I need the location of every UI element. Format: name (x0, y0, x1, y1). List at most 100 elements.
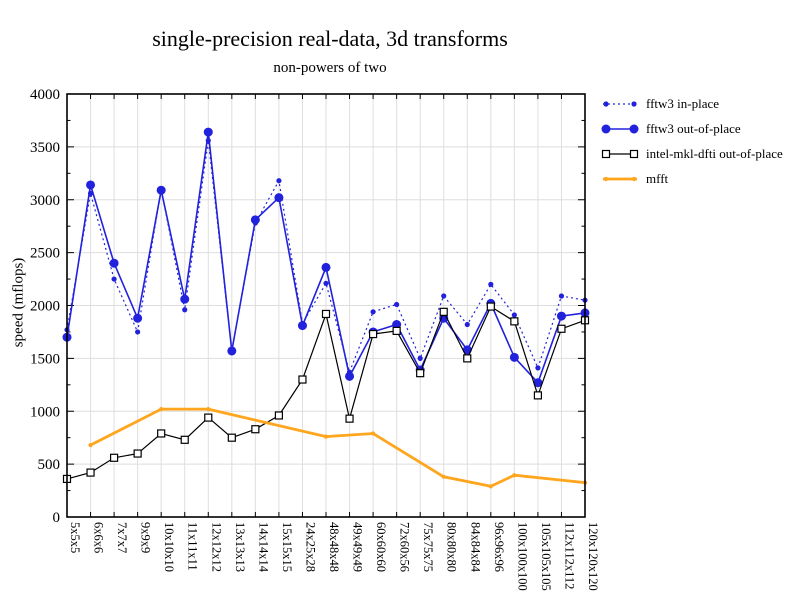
x-tick-label: 15x15x15 (280, 522, 294, 572)
data-point-square (416, 369, 425, 378)
data-point-square (321, 309, 331, 319)
y-tick-label: 1000 (30, 404, 60, 420)
x-tick-label: 84x84x84 (468, 522, 482, 573)
data-point-circle (533, 378, 543, 388)
data-point-circle (206, 407, 211, 412)
x-tick-label: 13x13x13 (233, 522, 247, 572)
data-point-circle (488, 484, 493, 489)
legend-label: mfft (646, 170, 669, 186)
data-point-circle (323, 280, 329, 286)
data-point-circle (88, 442, 93, 448)
data-point-circle (109, 258, 119, 268)
data-point-square (510, 317, 519, 326)
data-point-square (227, 433, 236, 442)
data-point-square (133, 449, 142, 458)
x-tick-label: 105x105x105 (539, 522, 553, 591)
x-tick-label: 75x75x75 (421, 522, 435, 572)
x-tick-label: 24x25x28 (303, 522, 317, 572)
data-point-square (533, 391, 543, 400)
legend-label: fftw3 in-place (646, 95, 720, 111)
legend-marker-icon (601, 124, 639, 133)
x-tick-label: 48x48x48 (327, 522, 341, 572)
x-tick-label: 10x10x10 (162, 522, 176, 572)
data-point-circle (417, 355, 423, 361)
legend-marker-icon (601, 149, 639, 158)
data-point-square (204, 413, 213, 422)
y-tick-label: 2000 (30, 299, 60, 315)
legend-marker-icon (603, 176, 637, 181)
x-tick-label: 11x11x11 (186, 522, 200, 571)
y-tick-label: 3000 (30, 193, 60, 209)
x-tick-label: 80x80x80 (445, 522, 459, 572)
data-point-square (345, 414, 354, 423)
data-point-square (180, 435, 189, 444)
data-point-circle (203, 127, 213, 137)
data-point-circle (345, 371, 355, 381)
legend-label: fftw3 out-of-place (646, 120, 741, 136)
data-point-circle (511, 312, 517, 318)
data-point-circle (297, 321, 307, 331)
legend-item-mfft: mfft (601, 166, 783, 191)
data-point-square (392, 326, 401, 335)
data-point-square (157, 429, 166, 438)
data-point-square (298, 375, 307, 384)
data-point-circle (509, 352, 519, 362)
data-point-circle (464, 321, 470, 328)
data-point-circle (323, 434, 329, 439)
x-tick-label: 120x120x120 (586, 522, 600, 591)
data-point-circle (394, 301, 400, 308)
data-point-circle (321, 262, 331, 272)
y-tick-label: 500 (38, 457, 61, 473)
series-line-mfft (89, 407, 586, 488)
data-point-circle (250, 215, 260, 225)
chart-title: single-precision real-data, 3d transform… (152, 26, 508, 51)
legend-label: intel-mkl-dfti out-of-place (646, 145, 783, 161)
legend: fftw3 in-place fftw3 out-of-place intel-mk… (601, 91, 783, 191)
x-tick-label: 6x6x6 (92, 522, 106, 553)
data-point-circle (86, 180, 96, 190)
chart-subtitle: non-powers of two (273, 60, 387, 76)
data-point-square (251, 425, 260, 434)
x-tick-label: 14x14x14 (256, 522, 270, 573)
data-point-circle (274, 193, 284, 203)
x-tick-label: 9x9x9 (139, 522, 153, 553)
x-tick-label: 12x12x12 (209, 522, 223, 572)
legend-marker-icon (603, 100, 637, 107)
y-tick-label: 4000 (30, 87, 60, 103)
data-point-square (109, 453, 119, 462)
data-point-circle (370, 309, 376, 315)
data-point-square (486, 302, 495, 311)
data-point-square (439, 307, 448, 316)
data-point-circle (558, 293, 565, 299)
data-point-circle (441, 293, 447, 299)
legend-item-fftw3-out-of-place: fftw3 out-of-place (601, 116, 783, 141)
data-point-circle (133, 313, 143, 323)
y-tick-label: 2500 (30, 246, 60, 262)
x-tick-label: 60x60x60 (374, 522, 388, 572)
data-point-square (274, 411, 284, 420)
data-point-circle (156, 185, 166, 195)
data-point-circle (111, 276, 117, 282)
x-tick-label: 96x96x96 (492, 522, 506, 572)
data-point-circle (227, 346, 237, 356)
data-point-circle (180, 294, 190, 304)
data-point-circle (159, 407, 164, 412)
data-point-square (86, 468, 95, 477)
data-point-circle (276, 178, 282, 184)
legend-item-fftw3-in-place: fftw3 in-place (601, 91, 783, 116)
data-point-square (368, 329, 378, 339)
data-point-circle (488, 281, 494, 287)
data-point-circle (441, 474, 446, 479)
x-tick-label: 112x112x112 (562, 522, 576, 589)
data-point-circle (370, 431, 376, 436)
data-point-circle (182, 307, 188, 313)
data-point-circle (135, 329, 141, 335)
data-point-circle (556, 311, 566, 321)
y-tick-label: 0 (53, 510, 61, 526)
data-point-square (557, 324, 566, 333)
x-tick-label: 7x7x7 (115, 522, 129, 553)
x-tick-label: 49x49x49 (351, 522, 365, 572)
x-tick-label: 5x5x5 (68, 522, 82, 553)
